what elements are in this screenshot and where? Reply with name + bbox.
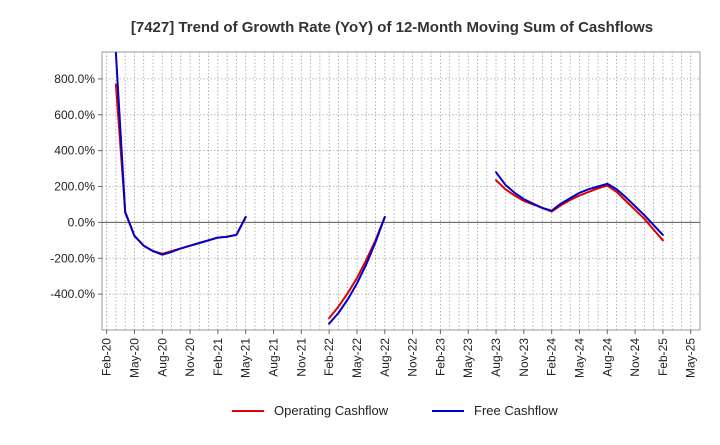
x-tick-label: Feb-23	[433, 338, 447, 376]
y-tick-label: 0.0%	[68, 215, 96, 229]
x-tick-label: Feb-22	[322, 338, 336, 376]
x-tick-label: May-23	[461, 338, 475, 378]
x-tick-label: Aug-22	[378, 338, 392, 377]
grid-lines	[102, 52, 700, 330]
x-tick-label: Nov-21	[294, 338, 308, 377]
x-tick-label: May-21	[239, 338, 253, 378]
series-lines	[114, 51, 664, 325]
x-tick-label: May-24	[572, 338, 586, 378]
y-tick-label: 400.0%	[54, 144, 95, 158]
series-line-operating-cashflow	[495, 179, 664, 242]
x-tick-label: Feb-25	[656, 338, 670, 376]
x-tick-label: Aug-20	[155, 338, 169, 377]
x-tick-label: Nov-24	[628, 338, 642, 377]
x-tick-label: Aug-24	[600, 338, 614, 377]
x-axis-ticks: Feb-20 May-20 Aug-20 Nov-20 Feb-21 May-21 Aug-…	[100, 330, 698, 378]
x-tick-label: Aug-21	[267, 338, 281, 377]
x-tick-label: May-25	[684, 338, 698, 378]
plot-area	[101, 51, 701, 331]
legend: Operating Cashflow Free Cashflow	[232, 403, 558, 418]
y-tick-label: -400.0%	[50, 287, 95, 301]
x-tick-label: Nov-23	[517, 338, 531, 377]
legend-label-operating-cashflow: Operating Cashflow	[274, 403, 389, 418]
x-tick-label: Nov-20	[183, 338, 197, 377]
y-tick-label: -200.0%	[50, 251, 95, 265]
y-tick-label: 800.0%	[54, 72, 95, 86]
x-tick-label: May-20	[127, 338, 141, 378]
x-tick-label: May-22	[350, 338, 364, 378]
x-tick-label: Feb-24	[545, 338, 559, 376]
series-line-free-cashflow	[328, 216, 386, 325]
series-line-free-cashflow	[495, 171, 664, 236]
series-line-free-cashflow	[114, 51, 247, 256]
y-tick-label: 200.0%	[54, 180, 95, 194]
chart-title: [7427] Trend of Growth Rate (YoY) of 12-…	[131, 19, 653, 36]
y-tick-label: 600.0%	[54, 108, 95, 122]
x-tick-label: Feb-21	[211, 338, 225, 376]
x-tick-label: Nov-22	[406, 338, 420, 377]
x-tick-label: Feb-20	[100, 338, 114, 376]
x-tick-label: Aug-23	[489, 338, 503, 377]
legend-label-free-cashflow: Free Cashflow	[474, 403, 558, 418]
y-axis-ticks: 800.0% 600.0% 400.0% 200.0% 0.0% -200.0% -400.…	[50, 72, 102, 301]
